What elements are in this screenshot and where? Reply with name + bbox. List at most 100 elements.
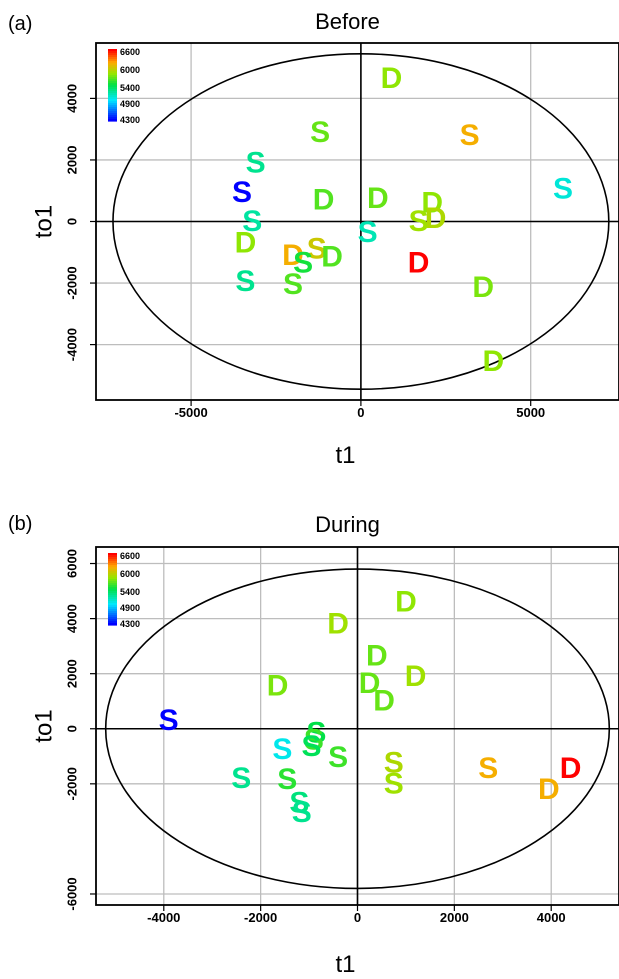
legend-swatch bbox=[108, 63, 117, 66]
data-point: S bbox=[272, 733, 292, 766]
legend-swatch bbox=[108, 559, 117, 562]
data-point: S bbox=[242, 205, 262, 238]
data-point: D bbox=[472, 271, 494, 304]
y-tick-label: 6000 bbox=[65, 549, 80, 578]
legend-swatch bbox=[108, 555, 117, 558]
legend-swatch bbox=[108, 67, 117, 70]
data-point: S bbox=[301, 730, 321, 763]
legend-swatch bbox=[108, 49, 117, 52]
legend-swatch bbox=[108, 591, 117, 594]
y-tick-label: -4000 bbox=[65, 328, 80, 361]
data-point: S bbox=[293, 247, 313, 280]
data-point: D bbox=[327, 608, 349, 641]
legend-swatch bbox=[108, 71, 117, 74]
data-point: D bbox=[321, 240, 343, 273]
x-tick-label: -4000 bbox=[147, 910, 180, 925]
confidence-ellipse bbox=[104, 568, 611, 890]
data-point: D bbox=[421, 187, 443, 220]
data-point: D bbox=[405, 660, 427, 693]
x-tick-label: -2000 bbox=[244, 910, 277, 925]
confidence-ellipse bbox=[112, 52, 610, 391]
legend-swatch bbox=[108, 107, 117, 110]
legend-swatch bbox=[108, 601, 117, 604]
legend-swatch bbox=[108, 83, 117, 86]
data-point: S bbox=[384, 747, 404, 780]
legend-swatch bbox=[108, 619, 117, 622]
data-point: S bbox=[328, 741, 348, 774]
legend-label: 6000 bbox=[120, 65, 140, 75]
data-point: D bbox=[381, 62, 403, 95]
color-legend: 6600 6000 5400 4900 4300 bbox=[108, 551, 140, 629]
legend-label: 6600 bbox=[120, 551, 140, 561]
x-tick-label: 4000 bbox=[537, 910, 566, 925]
legend-swatch bbox=[108, 59, 117, 62]
legend-swatch bbox=[108, 565, 117, 568]
data-point: D bbox=[359, 667, 381, 700]
legend-swatch bbox=[108, 103, 117, 106]
y-tick-label: -2000 bbox=[65, 767, 80, 800]
y-tick-label: -6000 bbox=[65, 877, 80, 910]
legend-label: 6000 bbox=[120, 569, 140, 579]
data-point: S bbox=[246, 147, 266, 180]
legend-swatch bbox=[108, 561, 117, 564]
data-point: S bbox=[292, 796, 312, 829]
x-tick-label: 0 bbox=[357, 405, 364, 420]
data-point: S bbox=[553, 173, 573, 206]
legend-swatch bbox=[108, 597, 117, 600]
legend-swatch bbox=[108, 77, 117, 80]
y-tick-label: 0 bbox=[65, 725, 80, 732]
data-point: S bbox=[310, 116, 330, 149]
legend-swatch bbox=[108, 111, 117, 114]
legend-label: 4900 bbox=[120, 99, 140, 109]
legend-swatch bbox=[108, 599, 117, 602]
data-point: S bbox=[478, 752, 498, 785]
data-point: S bbox=[289, 787, 309, 820]
legend-swatch bbox=[108, 53, 117, 56]
legend-swatch bbox=[108, 595, 117, 598]
legend-swatch bbox=[108, 571, 117, 574]
data-point: D bbox=[267, 670, 289, 703]
data-point: D bbox=[538, 773, 560, 806]
data-point: S bbox=[460, 119, 480, 152]
color-legend: 6600 6000 5400 4900 4300 bbox=[108, 47, 140, 125]
data-point: S bbox=[159, 704, 179, 737]
panel-letter: (b) bbox=[8, 513, 32, 535]
legend-swatch bbox=[108, 573, 117, 576]
legend-swatch bbox=[108, 73, 117, 76]
x-tick-label: 5000 bbox=[516, 405, 545, 420]
legend-label: 6600 bbox=[120, 47, 140, 57]
legend-label: 5400 bbox=[120, 587, 140, 597]
legend-label: 4300 bbox=[120, 115, 140, 125]
data-point: S bbox=[283, 268, 303, 301]
legend-swatch bbox=[108, 109, 117, 112]
legend-swatch bbox=[108, 603, 117, 606]
data-point: D bbox=[282, 239, 304, 272]
x-axis-label: t1 bbox=[335, 951, 355, 978]
legend-swatch bbox=[108, 115, 117, 118]
legend-swatch bbox=[108, 621, 117, 624]
legend-swatch bbox=[108, 93, 117, 96]
data-point: S bbox=[306, 716, 326, 749]
legend-swatch bbox=[108, 623, 117, 626]
legend-swatch bbox=[108, 97, 117, 100]
legend-swatch bbox=[108, 87, 117, 90]
legend-swatch bbox=[108, 117, 117, 120]
chart-title: During bbox=[315, 512, 380, 537]
legend-swatch bbox=[108, 119, 117, 122]
legend-swatch bbox=[108, 85, 117, 88]
y-axis-label: to1 bbox=[31, 709, 58, 742]
legend-swatch bbox=[108, 581, 117, 584]
y-tick-label: -2000 bbox=[65, 266, 80, 299]
legend-swatch bbox=[108, 99, 117, 102]
legend-swatch bbox=[108, 605, 117, 608]
legend-swatch bbox=[108, 609, 117, 612]
legend-swatch bbox=[108, 113, 117, 116]
legend-swatch bbox=[108, 607, 117, 610]
data-point: S bbox=[409, 205, 429, 238]
x-tick-label: 2000 bbox=[440, 910, 469, 925]
chart-panel: (b) During -4000 -2000 0 2000 4000 -6000 -2000 0 2… bbox=[8, 512, 619, 978]
legend-swatch bbox=[108, 569, 117, 572]
data-point: S bbox=[358, 216, 378, 249]
data-point: D bbox=[235, 227, 257, 260]
